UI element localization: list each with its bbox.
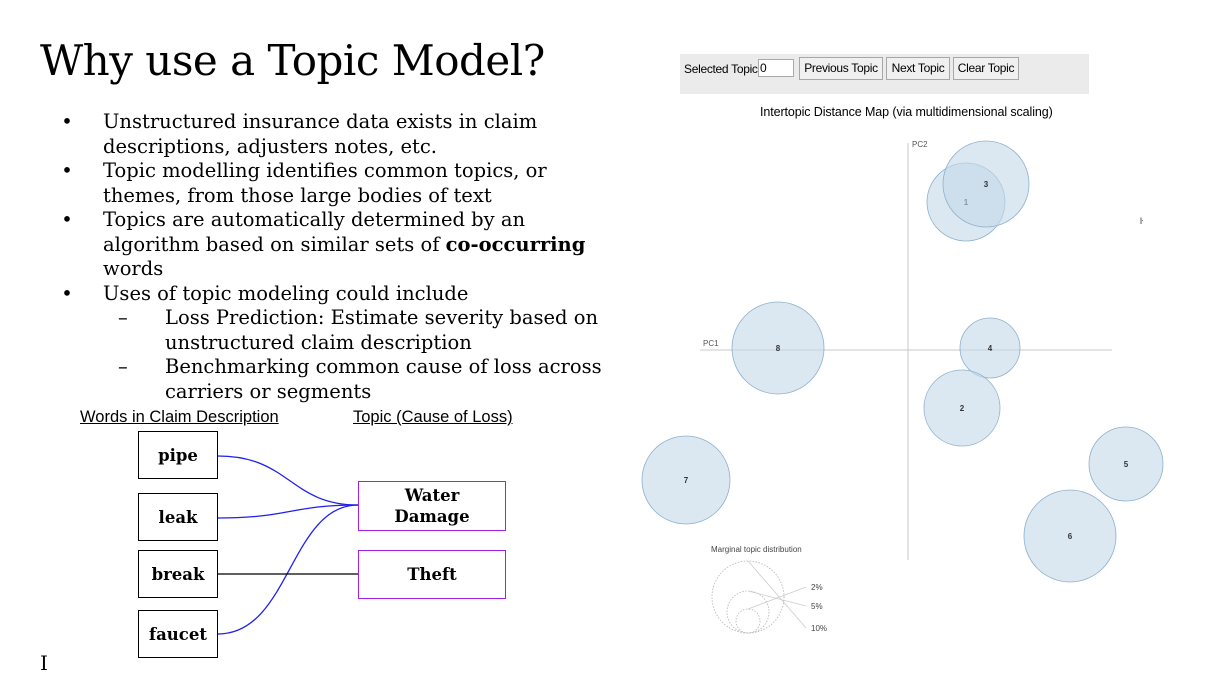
topic-bubble-label: 2 bbox=[960, 404, 965, 413]
bullet-text: Topics are automatically determined by a… bbox=[103, 208, 526, 256]
word-box-break: break bbox=[138, 550, 218, 598]
topic-bubble-5[interactable] bbox=[1088, 426, 1164, 502]
sub-bullet-text: Benchmarking common cause of loss across… bbox=[165, 355, 602, 403]
next-topic-button[interactable]: Next Topic bbox=[886, 57, 950, 80]
sub-bullet-item: – Loss Prediction: Estimate severity bas… bbox=[60, 306, 620, 355]
stray-mark-right: ŀ bbox=[1140, 216, 1144, 226]
marginal-legend-circle bbox=[735, 608, 761, 634]
word-box-leak: leak bbox=[138, 493, 218, 541]
bullet-item: • Topic modelling identifies common topi… bbox=[60, 159, 620, 208]
topic-bubble-7[interactable] bbox=[641, 435, 731, 525]
topic-box-theft: Theft bbox=[358, 550, 506, 599]
marginal-legend-label: 2% bbox=[811, 583, 823, 592]
topic-bubble-label: 5 bbox=[1124, 460, 1129, 469]
bullet-icon: • bbox=[61, 159, 73, 182]
bullet-text-tail: words bbox=[103, 257, 164, 280]
slide-title: Why use a Topic Model? bbox=[40, 36, 545, 85]
pc1-axis-label: PC1 bbox=[703, 339, 719, 348]
marginal-legend-leader bbox=[747, 590, 807, 607]
topic-toolbar: Selected Topic: bbox=[680, 54, 1089, 94]
topic-bubble-label: 6 bbox=[1068, 532, 1073, 541]
dash-icon: – bbox=[118, 355, 128, 378]
link-faucet-water bbox=[217, 504, 359, 635]
marginal-legend-circle bbox=[711, 560, 785, 634]
topic-bubble-label: 8 bbox=[776, 344, 781, 353]
topic-bubble-8[interactable] bbox=[731, 301, 825, 395]
topic-bubble-2[interactable] bbox=[923, 369, 1001, 447]
topics-column-header: Topic (Cause of Loss) bbox=[353, 408, 513, 426]
marginal-legend-label: 5% bbox=[811, 602, 823, 611]
marginal-legend-label: 10% bbox=[811, 624, 827, 633]
selected-topic-label: Selected Topic: bbox=[684, 62, 761, 76]
bullet-item: • Uses of topic modeling could include bbox=[60, 282, 620, 307]
bullet-item: • Unstructured insurance data exists in … bbox=[60, 110, 620, 159]
topic-bubble-label: 3 bbox=[984, 180, 989, 189]
topic-label: Water Damage bbox=[394, 486, 470, 526]
bullet-list: • Unstructured insurance data exists in … bbox=[60, 110, 620, 404]
topic-bubble-label: 4 bbox=[988, 344, 993, 353]
word-topic-links bbox=[217, 455, 359, 635]
marginal-legend-circle bbox=[726, 590, 770, 634]
words-column-header: Words in Claim Description bbox=[80, 408, 279, 426]
bullet-icon: • bbox=[61, 281, 73, 305]
bullet-text: Uses of topic modeling could include bbox=[103, 281, 469, 305]
marginal-legend-leader bbox=[747, 560, 807, 629]
previous-topic-button[interactable]: Previous Topic bbox=[799, 57, 883, 80]
bullet-icon: • bbox=[61, 110, 73, 133]
word-box-pipe: pipe bbox=[138, 431, 218, 479]
topic-bubble-label: 1 bbox=[964, 198, 969, 207]
marginal-distribution-title: Marginal topic distribution bbox=[711, 545, 802, 554]
bullet-text: Topic modelling identifies common topics… bbox=[103, 159, 547, 207]
topic-bubble-1[interactable] bbox=[926, 162, 1006, 242]
dash-icon: – bbox=[118, 306, 128, 329]
topic-bubble-4[interactable] bbox=[959, 317, 1021, 379]
bullet-icon: • bbox=[61, 208, 73, 231]
sub-bullet-text: Loss Prediction: Estimate severity based… bbox=[165, 306, 599, 354]
bullet-item: • Topics are automatically determined by… bbox=[60, 208, 620, 282]
pc2-axis-label: PC2 bbox=[912, 140, 928, 149]
stray-mark-bottom: I bbox=[40, 651, 48, 675]
link-leak-water bbox=[217, 504, 359, 519]
topic-bubble-3[interactable] bbox=[942, 140, 1030, 228]
word-box-faucet: faucet bbox=[138, 610, 218, 658]
clear-topic-button[interactable]: Clear Topic bbox=[953, 57, 1019, 80]
link-pipe-water bbox=[217, 455, 359, 506]
topic-bubble-6[interactable] bbox=[1023, 489, 1117, 583]
intertopic-map-title: Intertopic Distance Map (via multidimens… bbox=[760, 105, 1053, 119]
bullet-text: Unstructured insurance data exists in cl… bbox=[103, 110, 538, 158]
topic-box-water-damage: Water Damage bbox=[358, 481, 506, 531]
marginal-legend-leader bbox=[747, 586, 807, 610]
sub-bullet-item: – Benchmarking common cause of loss acro… bbox=[60, 355, 620, 404]
bullet-bold-term: co-occurring bbox=[445, 232, 586, 256]
topic-bubble-label: 7 bbox=[684, 476, 689, 485]
selected-topic-input[interactable]: 0 bbox=[758, 59, 794, 77]
